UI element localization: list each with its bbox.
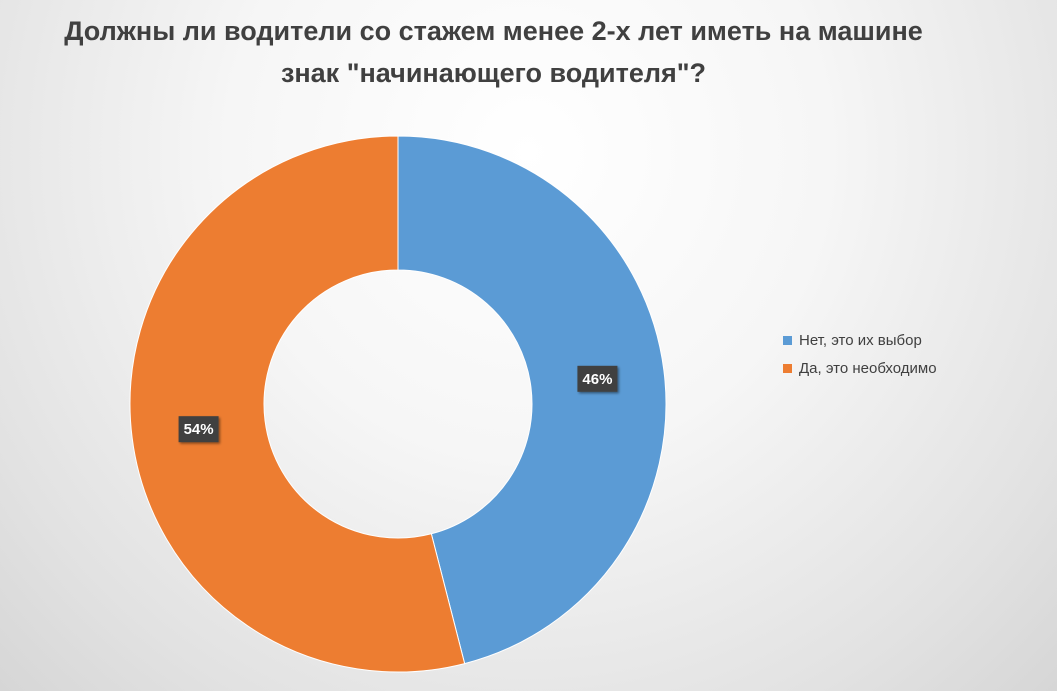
data-label-text-1: 54%	[184, 421, 214, 438]
legend-label-yes: Да, это необходимо	[799, 359, 937, 377]
donut-slice-1[interactable]	[129, 135, 466, 673]
legend-label-no: Нет, это их выбор	[799, 331, 922, 349]
donut-slice-0[interactable]	[397, 135, 667, 665]
chart-title: Должны ли водители со стажем менее 2-х л…	[64, 16, 923, 88]
data-label-1: 54%	[178, 416, 219, 443]
data-label-text-0: 46%	[582, 371, 612, 388]
legend-swatch-no	[783, 335, 792, 345]
data-label-box-0	[577, 365, 618, 392]
chart-legend: Нет, это их выбор Да, это необходимо	[783, 326, 1003, 382]
legend-item-no[interactable]: Нет, это их выбор	[783, 326, 1003, 354]
data-label-box-1	[178, 416, 219, 443]
legend-swatch-yes	[783, 363, 792, 373]
legend-item-yes[interactable]: Да, это необходимо	[783, 354, 1003, 382]
data-label-0: 46%	[577, 365, 618, 392]
